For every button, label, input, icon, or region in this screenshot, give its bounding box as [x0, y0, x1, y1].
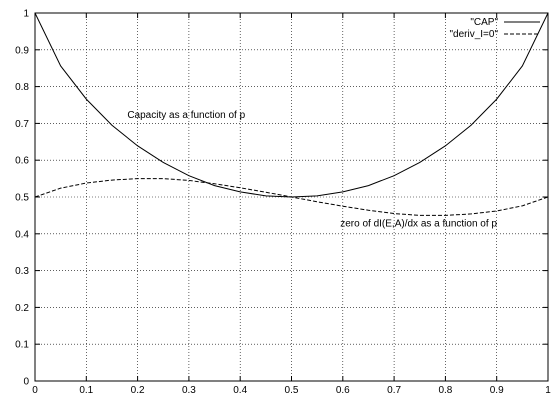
- annotations: Capacity as a function of p zero of dI(E,…: [127, 110, 497, 230]
- axis-ticks: 0 0.1 0.2 0.3 0.4 0.5 0.6 0.7 0.8 0.9 1 0 0.1 0.2 0.3 0…: [15, 9, 551, 395]
- y-tick-label: 0.8: [15, 82, 29, 93]
- y-tick-label: 0.9: [15, 45, 29, 56]
- y-tick-label: 0.2: [15, 303, 29, 314]
- x-tick-label: 1: [545, 385, 551, 395]
- x-tick-label: 0.2: [131, 385, 145, 395]
- y-tick-label: 0.5: [15, 193, 29, 204]
- x-tick-label: 0.6: [336, 385, 350, 395]
- y-tick-label: 0.1: [15, 340, 29, 351]
- x-tick-label: 0.9: [490, 385, 504, 395]
- x-tick-label: 0.3: [182, 385, 196, 395]
- y-tick-label: 0: [23, 377, 29, 388]
- legend-label: "CAP": [470, 17, 498, 28]
- x-tick-label: 0.5: [285, 385, 299, 395]
- x-tick-label: 0.7: [387, 385, 401, 395]
- y-tick-label: 0.4: [15, 229, 29, 240]
- legend-label: "deriv_I=0": [449, 29, 498, 40]
- x-tick-label: 0.8: [438, 385, 452, 395]
- plot-series: [34, 12, 549, 216]
- y-tick-label: 0.7: [15, 119, 29, 130]
- x-tick-label: 0.4: [233, 385, 247, 395]
- x-tick-label: 0: [32, 385, 38, 395]
- x-tick-label: 0.1: [79, 385, 93, 395]
- annotation-label: Capacity as a function of p: [127, 110, 245, 121]
- y-tick-label: 0.6: [15, 156, 29, 167]
- grid: [35, 13, 548, 381]
- legend: "CAP""deriv_I=0": [449, 17, 540, 40]
- y-tick-label: 1: [23, 9, 29, 20]
- series-line-2: [34, 178, 549, 216]
- y-tick-label: 0.3: [15, 266, 29, 277]
- annotation-label: zero of dI(E,A)/dx as a function of p: [340, 218, 497, 229]
